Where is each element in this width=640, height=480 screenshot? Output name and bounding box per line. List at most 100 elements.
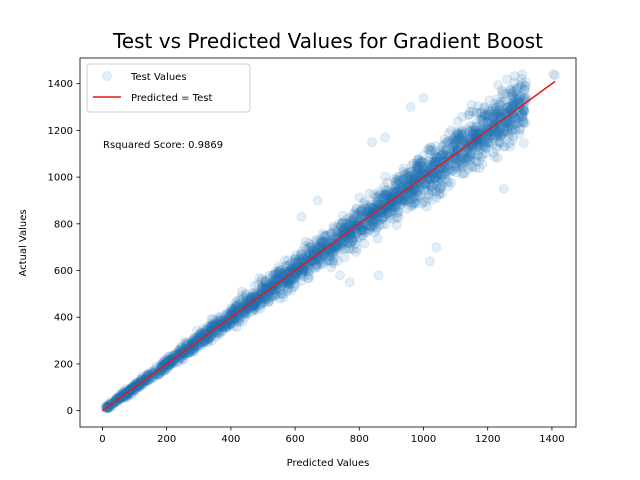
scatter-point-bulk [212, 315, 223, 326]
scatter-point [360, 200, 371, 211]
scatter-point-bulk [239, 308, 250, 319]
scatter-point-bulk [296, 250, 307, 261]
scatter-point-bulk [250, 291, 261, 302]
scatter-point-bulk [514, 80, 525, 91]
scatter-point-bulk [372, 192, 383, 203]
scatter-point-bulk [362, 224, 373, 234]
scatter-point-bulk [263, 297, 274, 308]
scatter-point-bulk [325, 246, 335, 257]
scatter-point-bulk [222, 322, 233, 333]
plot-area [80, 58, 576, 427]
scatter-point-bulk [155, 365, 166, 376]
scatter-point-bulk [477, 140, 488, 151]
scatter-point-bulk [363, 209, 374, 220]
scatter-point-bulk [448, 159, 459, 169]
scatter-point-bulk [336, 233, 347, 244]
scatter-point-bulk [499, 114, 510, 125]
scatter-point-bulk [414, 184, 425, 195]
scatter-point-bulk [186, 338, 197, 349]
scatter-point-bulk [270, 273, 281, 284]
scatter-point-bulk [425, 142, 435, 152]
scatter-point-bulk [430, 151, 441, 162]
scatter-point-bulk [478, 113, 488, 124]
scatter-point-bulk [406, 171, 417, 182]
scatter-point-bulk [470, 132, 481, 143]
scatter-point [418, 92, 429, 103]
scatter-point-bulk [303, 243, 314, 253]
scatter-point-bulk [511, 114, 522, 125]
scatter-point-bulk [491, 131, 502, 142]
scatter-point-bulk [520, 92, 530, 103]
scatter-point-bulk [488, 138, 498, 149]
scatter-point-bulk [262, 294, 273, 304]
scatter-point-bulk [348, 232, 359, 243]
scatter-point-bulk [304, 248, 315, 259]
scatter-point-bulk [494, 130, 505, 141]
scatter-point-bulk [470, 122, 481, 133]
scatter-point-bulk [275, 267, 286, 278]
scatter-point-bulk [419, 157, 430, 168]
scatter-point-bulk [424, 189, 435, 200]
scatter-point-bulk [330, 246, 341, 257]
scatter-point-bulk [412, 186, 423, 197]
scatter-point-bulk [489, 105, 500, 116]
scatter-point-bulk [249, 280, 260, 291]
scatter-point-bulk [458, 135, 469, 146]
scatter-point-bulk [360, 206, 371, 217]
scatter-point-bulk [172, 356, 183, 367]
scatter-point-bulk [372, 233, 383, 244]
scatter-point-bulk [378, 211, 388, 222]
scatter-point-bulk [371, 224, 382, 235]
scatter-point-bulk [517, 78, 527, 89]
scatter-point-bulk [486, 105, 497, 116]
scatter-point-bulk [292, 261, 303, 272]
scatter-point-bulk [408, 177, 419, 188]
scatter-point-bulk [458, 136, 469, 147]
scatter-point-bulk [402, 204, 413, 214]
scatter-point-bulk [229, 304, 240, 315]
scatter-point-bulk [319, 250, 330, 261]
scatter-point-bulk [374, 211, 385, 222]
scatter-point-bulk [444, 167, 455, 178]
scatter-point-bulk [337, 240, 348, 251]
scatter-point-bulk [396, 195, 407, 206]
scatter-point-bulk [430, 141, 441, 152]
scatter-point-bulk [418, 164, 429, 175]
scatter-point-bulk [188, 333, 199, 344]
scatter-point-bulk [180, 339, 191, 350]
scatter-point-bulk [458, 148, 469, 159]
scatter-point-bulk [326, 262, 337, 273]
scatter-point-bulk [350, 207, 361, 218]
scatter-point-bulk [397, 179, 408, 190]
scatter-point-bulk [428, 153, 439, 164]
scatter-point-bulk [385, 208, 396, 219]
scatter-point-bulk [247, 302, 258, 312]
scatter-point-bulk [514, 117, 525, 128]
scatter-point-bulk [516, 73, 527, 84]
scatter-point-bulk [416, 156, 427, 167]
scatter-point-bulk [434, 189, 445, 200]
scatter-point-bulk [351, 229, 362, 239]
scatter-point-bulk [501, 125, 512, 136]
scatter-point-bulk [124, 388, 135, 399]
scatter-point-bulk [338, 225, 349, 235]
scatter-point-bulk [439, 134, 450, 145]
scatter-point-bulk [459, 152, 470, 163]
scatter-point-bulk [132, 378, 142, 389]
scatter-point-bulk [232, 300, 243, 311]
scatter-point-bulk [436, 170, 447, 181]
scatter-point-bulk [492, 105, 503, 116]
scatter-point [476, 120, 487, 131]
scatter-point-bulk [322, 255, 333, 266]
scatter-point-bulk [346, 227, 357, 237]
scatter-point-bulk [435, 180, 446, 191]
scatter-point-bulk [470, 162, 481, 173]
scatter-point-bulk [280, 266, 291, 276]
scatter-point-bulk [473, 141, 484, 152]
scatter-point-bulk [276, 289, 287, 300]
scatter-point-bulk [432, 171, 443, 182]
scatter-point-bulk [214, 314, 225, 325]
scatter-point-bulk [346, 234, 357, 244]
scatter-point-bulk [399, 197, 410, 208]
scatter-point-bulk [296, 268, 307, 278]
